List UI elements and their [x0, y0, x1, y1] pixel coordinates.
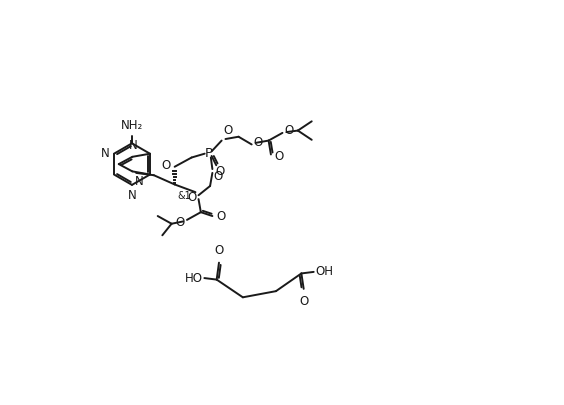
- Text: N: N: [129, 139, 138, 152]
- Text: O: O: [284, 124, 293, 137]
- Text: O: O: [216, 209, 226, 222]
- Text: O: O: [299, 295, 309, 308]
- Text: N: N: [127, 189, 136, 202]
- Text: &1: &1: [178, 191, 192, 200]
- Text: P: P: [205, 147, 213, 160]
- Text: HO: HO: [185, 272, 203, 285]
- Text: O: O: [213, 170, 222, 183]
- Text: O: O: [253, 136, 262, 149]
- Text: N: N: [135, 175, 143, 188]
- Text: O: O: [188, 191, 197, 204]
- Text: O: O: [214, 243, 223, 256]
- Text: OH: OH: [315, 265, 333, 278]
- Text: O: O: [161, 159, 171, 172]
- Text: O: O: [215, 165, 224, 178]
- Text: O: O: [275, 150, 284, 163]
- Text: O: O: [223, 124, 232, 137]
- Text: NH₂: NH₂: [121, 119, 143, 132]
- Text: N: N: [102, 147, 110, 160]
- Text: O: O: [175, 216, 184, 229]
